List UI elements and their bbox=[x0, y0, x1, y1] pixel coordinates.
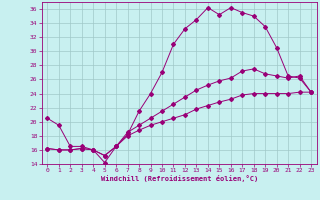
X-axis label: Windchill (Refroidissement éolien,°C): Windchill (Refroidissement éolien,°C) bbox=[100, 175, 258, 182]
